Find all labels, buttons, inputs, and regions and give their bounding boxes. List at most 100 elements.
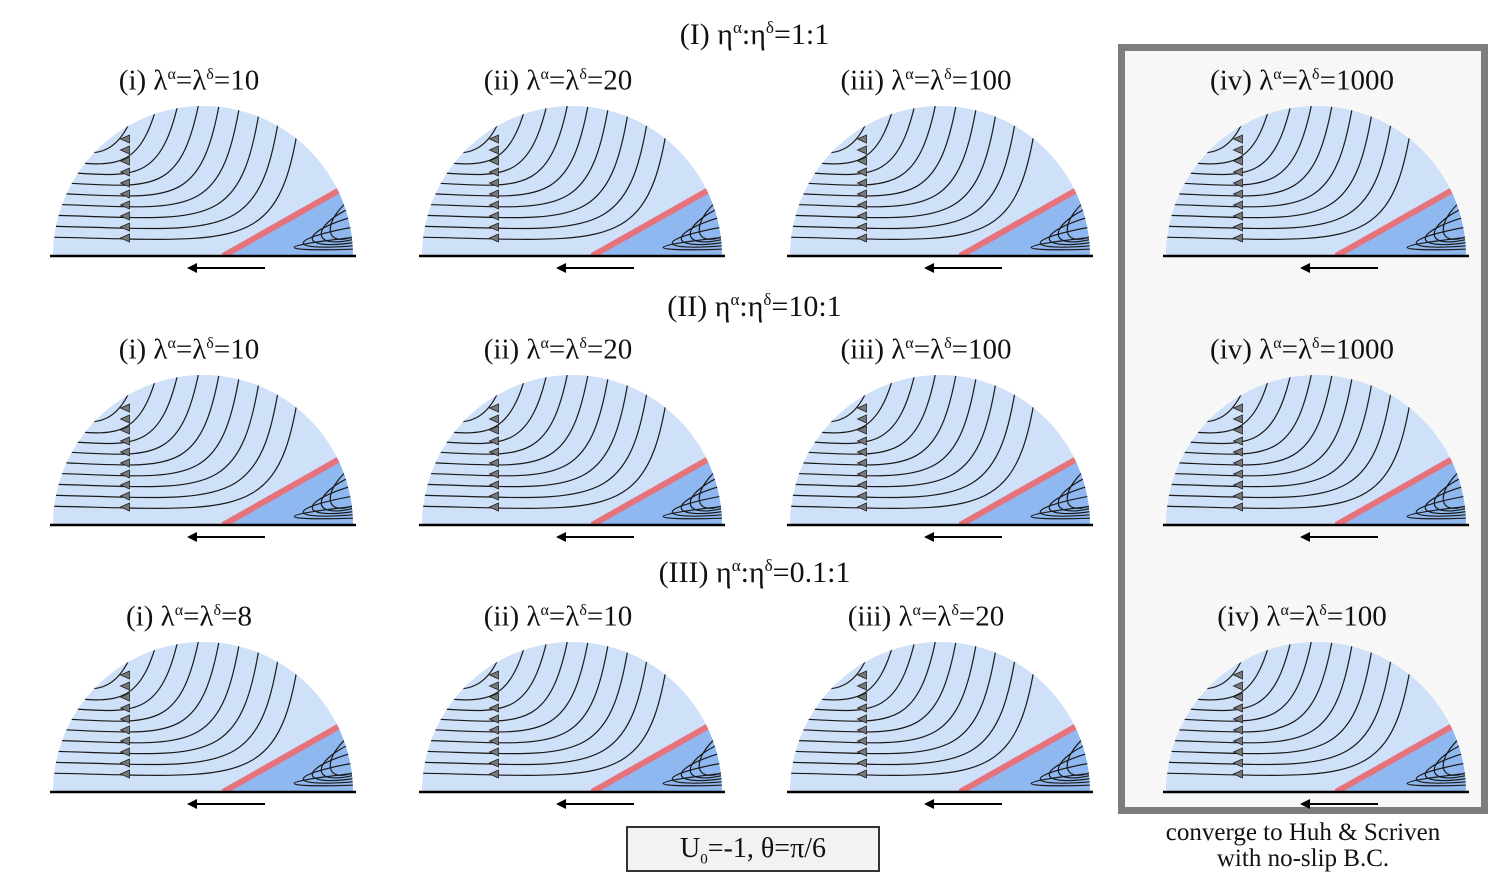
panel-label: (i) λα=λδ=10 xyxy=(118,333,260,366)
streamline xyxy=(790,375,1041,509)
streamline xyxy=(422,106,611,208)
interface-line xyxy=(221,714,353,792)
row-title-III: (III) ηα:ηδ=0.1:1 xyxy=(658,556,851,589)
streamline-plot xyxy=(787,375,1093,542)
flow-arrowhead xyxy=(856,480,867,490)
flow-arrowhead xyxy=(856,692,867,702)
streamline xyxy=(1406,772,1466,787)
converge-note: converge to Huh & Scriven with no-slip B… xyxy=(1100,820,1506,872)
wall-velocity-arrowhead xyxy=(187,532,197,542)
flow-arrowhead xyxy=(488,703,499,713)
streamline xyxy=(422,106,652,230)
streamline xyxy=(662,236,722,251)
streamline xyxy=(53,642,222,733)
wall-velocity-arrowhead xyxy=(187,799,197,809)
streamline xyxy=(1048,750,1090,782)
streamline xyxy=(422,642,611,744)
flow-arrowhead xyxy=(1232,222,1243,232)
streamline xyxy=(53,375,222,466)
streamline xyxy=(790,375,938,455)
flow-arrowhead xyxy=(856,703,867,713)
flow-arrowhead xyxy=(488,736,499,746)
flow-arrowhead xyxy=(1232,134,1243,144)
flow-arrowhead xyxy=(488,211,499,221)
flow-arrowhead xyxy=(856,425,867,435)
streamline xyxy=(662,772,722,787)
interface-line xyxy=(221,447,353,525)
wall-velocity-arrowhead xyxy=(556,799,566,809)
flow-arrowhead xyxy=(488,458,499,468)
flow-arrowhead xyxy=(856,178,867,188)
wall-velocity-arrowhead xyxy=(1300,532,1310,542)
streamline xyxy=(1166,106,1417,240)
flow-arrowhead xyxy=(488,725,499,735)
streamline xyxy=(1166,642,1233,680)
streamline xyxy=(293,772,353,787)
flow-arrowhead xyxy=(856,436,867,446)
streamline xyxy=(790,375,857,413)
flow-arrowhead xyxy=(1232,703,1243,713)
flow-arrowhead xyxy=(119,736,130,746)
flow-arrowhead xyxy=(856,736,867,746)
streamline xyxy=(790,106,1000,219)
flow-arrowhead xyxy=(1232,178,1243,188)
flow-arrowhead xyxy=(488,758,499,768)
flow-arrowhead xyxy=(856,469,867,479)
flow-arrowhead xyxy=(488,189,499,199)
flow-arrowhead xyxy=(1232,681,1243,691)
flow-arrowhead xyxy=(856,458,867,468)
streamline-panel: (i) λα=λδ=8 xyxy=(19,594,359,834)
streamline xyxy=(311,214,353,246)
streamline xyxy=(1166,375,1233,413)
streamline-panel: (ii) λα=λδ=20 xyxy=(388,58,728,298)
streamline xyxy=(53,106,120,144)
streamline xyxy=(1039,761,1090,784)
flow-arrowhead xyxy=(488,692,499,702)
flow-arrowhead xyxy=(119,156,130,166)
flow-arrowhead xyxy=(856,670,867,680)
flow-arrowhead xyxy=(488,436,499,446)
streamline-panel: (ii) λα=λδ=20 xyxy=(388,327,728,567)
streamline xyxy=(1424,483,1466,515)
streamline xyxy=(53,642,120,680)
flow-arrowhead xyxy=(488,414,499,424)
streamline xyxy=(1166,106,1376,219)
streamline xyxy=(53,642,304,776)
streamline xyxy=(320,740,353,779)
streamline xyxy=(53,106,283,230)
streamline xyxy=(422,106,570,186)
streamline xyxy=(311,750,353,782)
flow-arrowhead xyxy=(856,681,867,691)
flow-arrowhead xyxy=(1232,414,1243,424)
flow-arrowhead xyxy=(1232,436,1243,446)
streamline xyxy=(1048,483,1090,515)
interface-line xyxy=(1334,178,1466,256)
flow-arrowhead xyxy=(119,211,130,221)
flow-arrowhead xyxy=(119,403,130,413)
streamline xyxy=(1057,473,1090,512)
streamline xyxy=(53,375,283,499)
streamline-plot xyxy=(50,375,356,542)
flow-arrowhead xyxy=(856,403,867,413)
streamline xyxy=(1166,642,1376,755)
streamline xyxy=(1424,214,1466,246)
streamline xyxy=(302,225,353,248)
flow-arrowhead xyxy=(1232,211,1243,221)
flow-arrowhead xyxy=(856,414,867,424)
streamline xyxy=(1166,642,1396,766)
streamline xyxy=(1039,225,1090,248)
flow-arrowhead xyxy=(856,211,867,221)
flow-arrowhead xyxy=(119,469,130,479)
flow-arrowhead xyxy=(856,491,867,501)
streamline xyxy=(53,106,242,208)
streamline xyxy=(790,106,938,186)
streamline xyxy=(1406,236,1466,251)
streamline-plot xyxy=(50,106,356,273)
streamline xyxy=(422,642,570,722)
streamline xyxy=(1415,225,1466,248)
panel-label: (iii) λα=λδ=100 xyxy=(840,64,1012,97)
wall-velocity-arrowhead xyxy=(924,532,934,542)
streamline xyxy=(1433,740,1466,779)
flow-arrowhead xyxy=(1232,469,1243,479)
streamline xyxy=(293,236,353,251)
